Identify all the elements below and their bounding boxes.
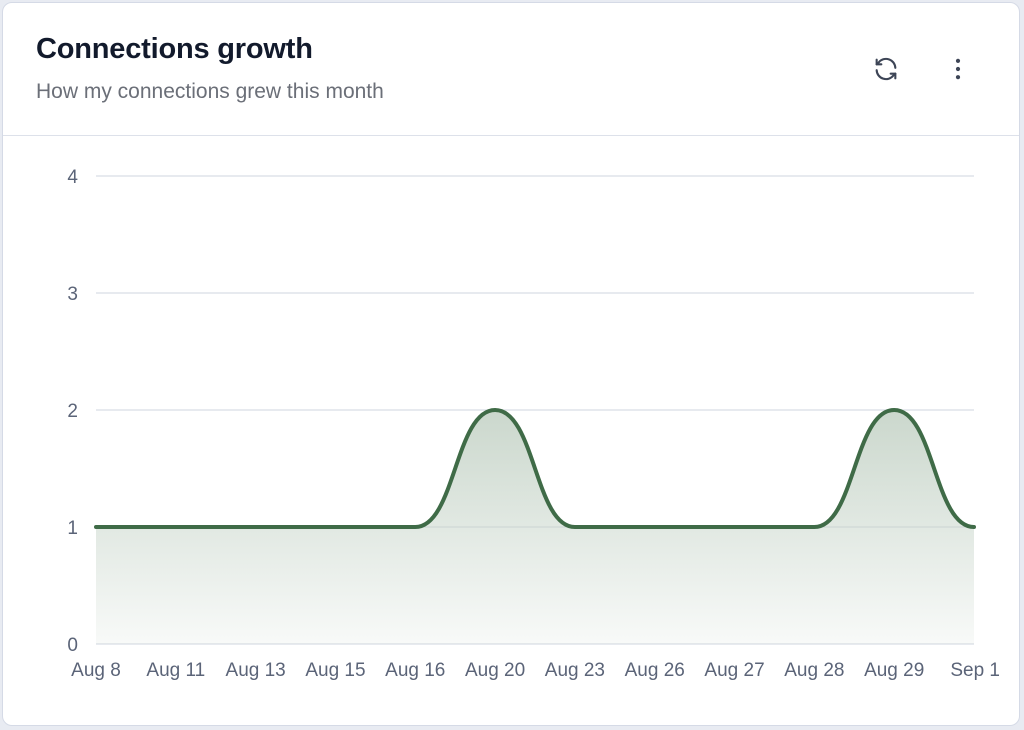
data-point-aug-28[interactable] (808, 521, 820, 533)
data-point-aug-15[interactable] (329, 521, 341, 533)
y-tick-label: 3 (67, 284, 78, 305)
data-point-aug-16[interactable] (409, 521, 421, 533)
more-vertical-icon (955, 58, 961, 80)
x-tick-label: Aug 11 (146, 660, 205, 681)
refresh-button[interactable] (866, 49, 906, 89)
data-point-aug-13[interactable] (250, 521, 262, 533)
data-point-aug-26[interactable] (649, 521, 661, 533)
data-point-aug-23[interactable] (569, 521, 581, 533)
card-title: Connections growth (36, 33, 313, 65)
more-options-button[interactable] (938, 49, 978, 89)
x-tick-label: Aug 15 (305, 660, 365, 681)
x-tick-label: Aug 16 (385, 660, 445, 681)
data-point-aug-8[interactable] (90, 521, 102, 533)
y-tick-label: 4 (67, 167, 78, 188)
x-tick-label: Aug 13 (226, 660, 286, 681)
data-point-aug-20[interactable] (489, 404, 501, 416)
x-tick-label: Sep 1 (950, 660, 1000, 681)
y-tick-label: 0 (67, 635, 78, 656)
x-tick-label: Aug 26 (625, 660, 685, 681)
data-point-aug-11[interactable] (170, 521, 182, 533)
x-tick-label: Aug 23 (545, 660, 605, 681)
y-tick-label: 1 (67, 518, 78, 539)
y-tick-label: 2 (67, 401, 78, 422)
data-point-aug-29[interactable] (888, 404, 900, 416)
x-tick-label: Aug 29 (864, 660, 924, 681)
x-tick-label: Aug 27 (704, 660, 764, 681)
refresh-icon (875, 57, 897, 81)
data-point-sep-1[interactable] (968, 521, 980, 533)
x-tick-label: Aug 28 (784, 660, 844, 681)
card-subtitle: How my connections grew this month (36, 80, 384, 103)
series-area (96, 410, 974, 644)
series-line (94, 408, 976, 529)
data-point-aug-27[interactable] (729, 521, 741, 533)
x-tick-label: Aug 8 (71, 660, 121, 681)
x-tick-label: Aug 20 (465, 660, 525, 681)
card-header: Connections growth How my connections gr… (3, 3, 1019, 136)
